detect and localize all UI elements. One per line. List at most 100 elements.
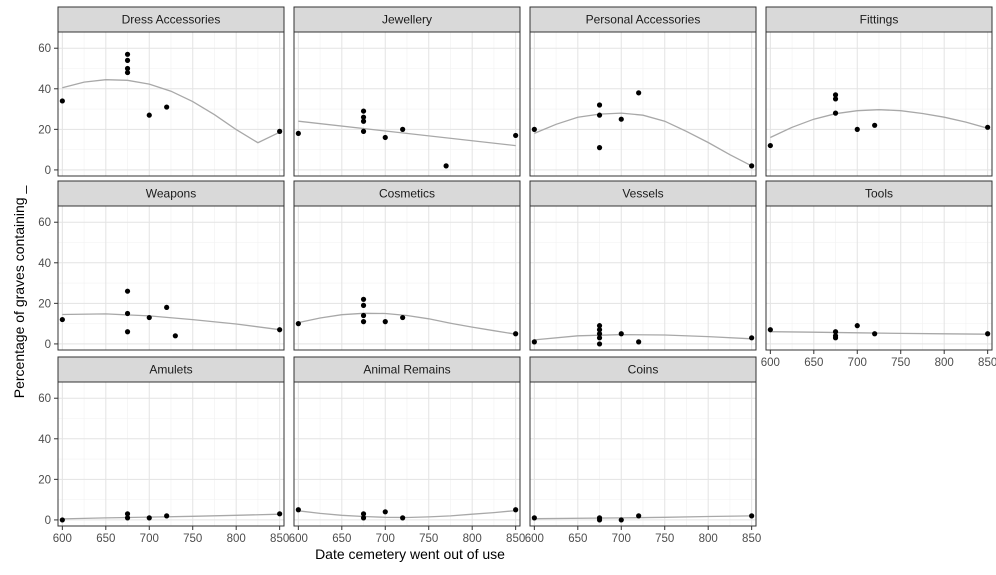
panel-border-personal-accessories [529,31,757,177]
data-point [124,288,131,294]
trend-line-coins [534,515,752,520]
strip-fittings [765,6,993,33]
data-point [360,114,367,120]
panel-coins: Coins 600 650 700 750 800 850 [525,356,761,545]
strip-personal-accessories [529,6,757,33]
data-point [443,163,449,169]
panel-animal-remains: Animal Remains 600 650 700 750 800 850 [289,356,525,545]
strip-label-jewellery: Jewellery [382,13,432,27]
data-point [596,335,603,341]
data-point [513,507,519,513]
data-point [124,511,131,517]
panel-border-coins [529,381,757,527]
strip-tools [765,180,993,207]
strip-label-dress-accessories: Dress Accessories [122,13,221,27]
y-tick-label: 40 [38,258,51,270]
data-point [164,304,170,311]
trend-line-vessels [534,333,752,341]
data-point [596,102,603,108]
data-point [596,331,603,337]
strip-coins [529,356,757,383]
data-point [596,327,603,333]
y-tick-label: 0 [45,165,51,177]
data-point [295,130,301,137]
data-point [618,331,624,337]
strip-label-cosmetics: Cosmetics [379,187,435,201]
data-point [985,331,991,337]
data-point [360,128,367,134]
x-tick-label: 850 [742,533,761,545]
data-point [400,515,406,521]
panel-vessels: Vessels [529,180,757,351]
data-point [872,122,878,128]
data-point [59,316,65,323]
data-point [618,116,624,122]
trend-line-cosmetics [298,312,516,335]
panel-border-vessels [529,205,757,351]
panel-border-animal-remains [293,381,521,527]
data-point [382,134,388,141]
data-point [832,110,839,116]
y-tick-label: 60 [38,393,51,405]
x-tick-label: 700 [612,533,631,545]
y-tick-label: 20 [38,124,51,136]
trend-line-fittings [770,109,988,139]
data-point [832,92,839,98]
data-point [360,319,367,325]
data-point [146,314,152,321]
panel-fittings: Fittings [765,6,993,177]
y-tick-label: 40 [38,84,51,96]
panel-border-jewellery [293,31,521,177]
strip-vessels [529,180,757,207]
x-tick-label: 750 [419,533,438,545]
x-tick-label: 600 [53,533,72,545]
x-axis-title: Date cemetery went out of use [315,546,505,562]
panel-border-cosmetics [293,205,521,351]
data-point [749,163,755,169]
data-point [596,112,603,118]
data-point [531,339,537,345]
x-tick-label: 600 [289,533,308,545]
trend-line-amulets [62,513,280,520]
data-point [400,314,406,321]
data-point [832,96,839,102]
data-point [854,126,860,132]
data-point [124,69,131,76]
data-point [59,98,65,104]
data-point [360,296,367,302]
data-point [400,126,406,132]
data-point [277,511,283,517]
data-point [146,112,152,118]
data-point [767,327,773,333]
x-tick-label: 750 [655,533,674,545]
panel-cosmetics: Cosmetics [293,180,521,351]
panel-weapons: Weapons 0 20 40 60 [38,180,285,351]
x-tick-label: 700 [140,533,159,545]
panel-tools: Tools 600 650 700 750 800 850 [761,180,996,369]
panels-layer: Dress Accessories 0 20 40 60 Jewellery Persona… [38,6,996,545]
data-point [596,517,603,523]
y-tick-label: 20 [38,474,51,486]
trend-line-tools [770,331,988,335]
data-point [596,323,603,329]
data-point [360,118,367,124]
strip-label-personal-accessories: Personal Accessories [586,13,701,27]
data-point [146,515,152,521]
data-point [164,513,170,519]
data-point [124,310,131,317]
data-point [636,90,642,96]
panel-personal-accessories: Personal Accessories [529,6,757,177]
strip-label-vessels: Vessels [622,187,663,201]
strip-cosmetics [293,180,521,207]
data-point [277,327,283,333]
strip-label-coins: Coins [628,363,659,377]
panel-border-fittings [765,31,993,177]
data-point [172,333,178,339]
x-tick-label: 600 [761,357,780,369]
data-point [382,319,388,325]
panel-border-weapons [57,205,285,351]
y-axis-title: Percentage of graves containing _ [11,186,27,399]
data-point [164,104,170,110]
y-tick-label: 0 [45,515,51,527]
